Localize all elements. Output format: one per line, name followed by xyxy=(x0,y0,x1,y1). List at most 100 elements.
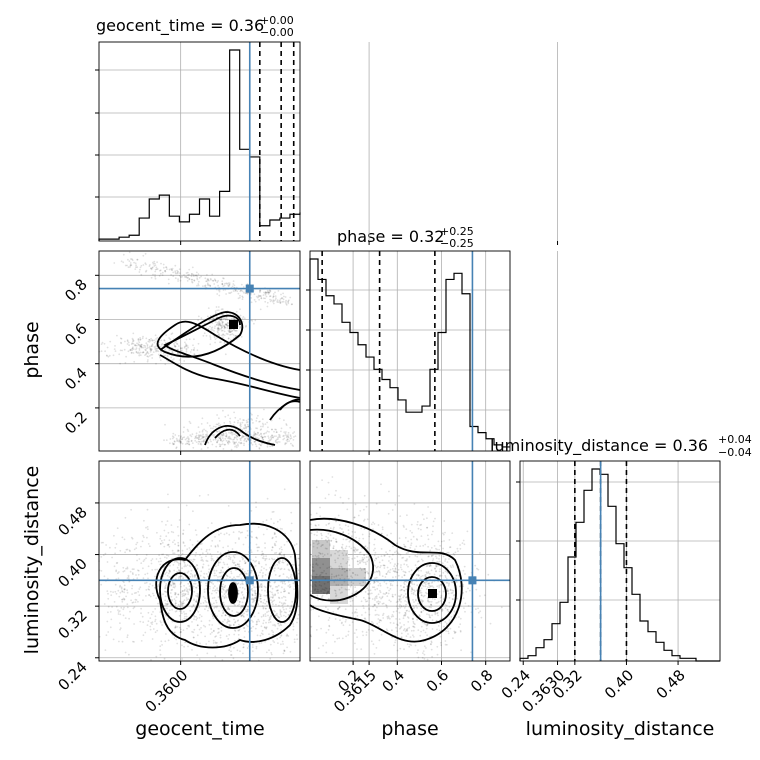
sample-point xyxy=(382,617,385,619)
sample-point xyxy=(203,588,206,591)
sample-point xyxy=(140,346,143,349)
sample-point xyxy=(324,547,327,550)
sample-point xyxy=(277,436,279,439)
sample-point xyxy=(265,292,267,294)
sample-point xyxy=(406,609,408,612)
sample-point xyxy=(437,540,440,543)
sample-point xyxy=(166,603,169,606)
sample-point xyxy=(280,551,283,554)
sample-point xyxy=(403,563,406,566)
sample-point xyxy=(211,326,214,329)
sample-point xyxy=(202,433,205,436)
sample-point xyxy=(462,569,465,572)
sample-point xyxy=(166,607,168,610)
sample-point xyxy=(255,647,258,650)
sample-point xyxy=(283,555,286,558)
sample-point xyxy=(225,323,228,326)
sample-point xyxy=(211,631,213,634)
sample-point xyxy=(158,274,161,277)
sample-point xyxy=(371,598,374,600)
sample-point xyxy=(246,437,249,440)
sample-point xyxy=(137,569,139,572)
xtick-label-geocent-time: 0.3600 xyxy=(142,666,192,716)
sample-point xyxy=(178,272,181,274)
sample-point xyxy=(429,511,432,514)
sample-point xyxy=(123,348,126,351)
sample-point xyxy=(209,338,212,340)
sample-point xyxy=(372,528,374,531)
sample-point xyxy=(197,443,200,445)
sample-point xyxy=(171,557,173,560)
sample-point xyxy=(389,571,391,574)
sample-point xyxy=(200,317,203,320)
sample-point xyxy=(315,573,318,576)
sample-point xyxy=(173,539,176,542)
sample-point xyxy=(452,598,454,601)
sample-point xyxy=(173,443,175,446)
sample-point xyxy=(261,422,264,425)
sample-point xyxy=(422,600,424,602)
sample-point xyxy=(256,437,259,439)
sample-point xyxy=(246,293,249,295)
sample-point xyxy=(124,340,126,343)
sample-point xyxy=(448,601,451,604)
title-phase-main: phase = 0.32 xyxy=(337,227,444,246)
sample-point xyxy=(286,634,289,637)
sample-point xyxy=(354,551,356,553)
sample-point xyxy=(341,543,344,546)
sample-point xyxy=(414,644,417,647)
sample-point xyxy=(131,349,134,352)
sample-point xyxy=(408,570,411,573)
sample-point xyxy=(204,429,207,432)
sample-point xyxy=(275,439,277,442)
sample-point xyxy=(310,532,313,535)
sample-point xyxy=(141,343,143,346)
sample-point xyxy=(239,600,241,603)
sample-point xyxy=(327,538,330,541)
sample-point xyxy=(105,634,108,637)
sample-point xyxy=(402,570,405,573)
sample-point xyxy=(373,581,376,583)
sample-point xyxy=(200,602,202,605)
sample-point xyxy=(381,559,384,562)
sample-point xyxy=(206,278,209,280)
sample-point xyxy=(215,569,218,572)
sample-point xyxy=(120,260,123,263)
panel-frame xyxy=(519,460,721,662)
sample-point xyxy=(194,435,197,438)
sample-point xyxy=(100,570,103,572)
sample-point xyxy=(190,349,193,351)
sample-point xyxy=(383,564,386,567)
sample-point xyxy=(185,617,188,620)
sample-point xyxy=(214,279,217,282)
sample-point xyxy=(161,274,164,276)
sample-point xyxy=(127,653,130,656)
sample-point xyxy=(127,350,130,353)
sample-point xyxy=(429,616,432,619)
sample-point xyxy=(382,592,385,595)
sample-point xyxy=(166,544,169,546)
sample-point xyxy=(329,544,331,547)
sample-point xyxy=(146,536,148,539)
sample-point xyxy=(398,605,401,608)
sample-point xyxy=(451,581,454,583)
sample-point xyxy=(237,297,240,300)
sample-point xyxy=(267,437,270,439)
sample-point xyxy=(311,565,314,568)
sample-point xyxy=(202,595,205,598)
sample-point xyxy=(211,539,214,542)
sample-point xyxy=(131,584,134,587)
sample-point xyxy=(417,656,420,659)
sample-point xyxy=(216,322,219,324)
sample-point xyxy=(154,268,157,271)
sample-point xyxy=(115,592,118,595)
sample-point xyxy=(233,438,236,441)
sample-point xyxy=(185,348,188,351)
sample-point xyxy=(172,531,175,534)
sample-point xyxy=(190,273,193,275)
sample-point xyxy=(449,589,452,592)
sample-point xyxy=(187,437,190,440)
sample-point xyxy=(102,554,105,556)
sample-point xyxy=(448,619,451,621)
sample-point xyxy=(364,545,367,548)
